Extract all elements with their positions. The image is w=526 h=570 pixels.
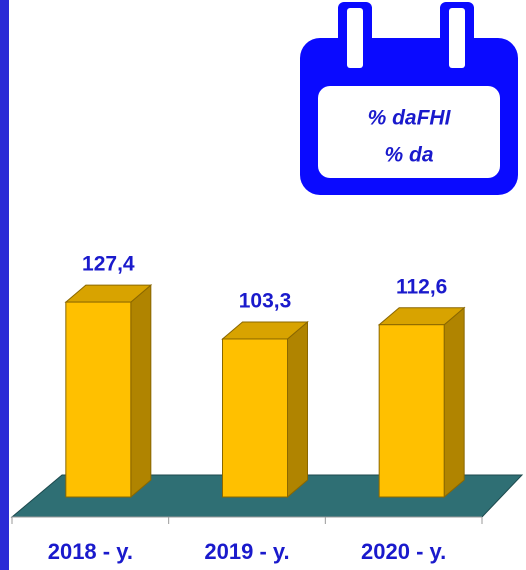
side-strip	[0, 0, 9, 570]
value-label: 127,4	[82, 253, 135, 276]
value-label: 103,3	[239, 289, 292, 312]
bar-side	[130, 283, 152, 499]
bar	[65, 301, 132, 498]
annotation: % daFHI	[368, 107, 452, 130]
bar	[222, 338, 288, 498]
x-tick-label: 2020 - y.	[361, 539, 446, 564]
bar	[378, 324, 445, 498]
bar-side	[287, 320, 308, 499]
x-tick-label: 2018 - y.	[48, 539, 133, 564]
bar-side	[443, 306, 465, 499]
value-label: 112,6	[396, 275, 447, 298]
calendar-icon: % daFHI % da	[300, 2, 518, 195]
x-tick-label: 2019 - y.	[204, 539, 289, 564]
annotation: % da	[384, 144, 433, 167]
calendar-page	[318, 86, 500, 178]
calendar-ring-hole	[347, 8, 363, 68]
calendar-ring-hole	[449, 8, 465, 68]
